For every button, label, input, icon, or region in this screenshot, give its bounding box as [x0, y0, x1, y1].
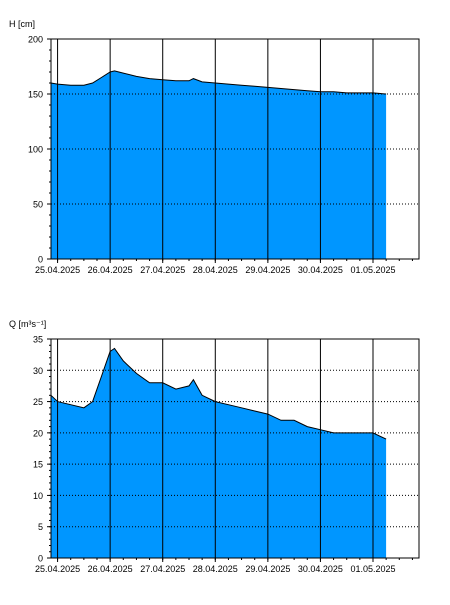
x-tick-label: 01.05.2025	[350, 564, 395, 574]
x-tick-label: 29.04.2025	[245, 265, 290, 275]
y-tick-label: 10	[33, 491, 43, 501]
x-tick-label: 28.04.2025	[193, 564, 238, 574]
series-line	[50, 70, 387, 95]
chart-panel-2: 0 5 10 15 20 25 30 35 25.04.2025 26.04.2025 27.04.…	[9, 319, 420, 574]
y-tick-label: 20	[33, 428, 43, 438]
x-tick-label: 29.04.2025	[245, 564, 290, 574]
y-tick-label: 150	[28, 90, 43, 100]
series-area-fill	[51, 70, 387, 260]
y-axis-label: H [cm]	[9, 19, 35, 29]
y-tick-label: 35	[33, 335, 43, 345]
y-tick-label: 0	[38, 255, 43, 265]
x-tick-label: 25.04.2025	[35, 564, 80, 574]
plot-frame	[50, 338, 420, 559]
x-tick-label: 26.04.2025	[88, 265, 133, 275]
y-tick-label: 0	[38, 554, 43, 564]
chart-panel-1: 0 50 100 150 200 25.04.2025 26.04.2025 27.04.20…	[9, 19, 420, 275]
x-tick-label: 27.04.2025	[140, 564, 185, 574]
series-area-fill	[51, 348, 387, 558]
x-tick-label: 25.04.2025	[35, 265, 80, 275]
y-tick-label: 200	[28, 35, 43, 45]
y-tick-label: 5	[38, 522, 43, 532]
x-tick-label: 27.04.2025	[140, 265, 185, 275]
y-tick-label: 50	[33, 200, 43, 210]
y-axis-label: Q [m³s⁻¹]	[9, 319, 46, 329]
x-tick-label: 01.05.2025	[350, 265, 395, 275]
y-tick-label: 15	[33, 460, 43, 470]
plot-frame	[50, 38, 420, 260]
x-tick-label: 30.04.2025	[298, 564, 343, 574]
y-tick-label: 100	[28, 145, 43, 155]
x-tick-label: 30.04.2025	[298, 265, 343, 275]
y-tick-label: 30	[33, 366, 43, 376]
x-tick-label: 26.04.2025	[88, 564, 133, 574]
x-tick-label: 28.04.2025	[193, 265, 238, 275]
y-tick-label: 25	[33, 397, 43, 407]
series-line	[50, 347, 387, 440]
